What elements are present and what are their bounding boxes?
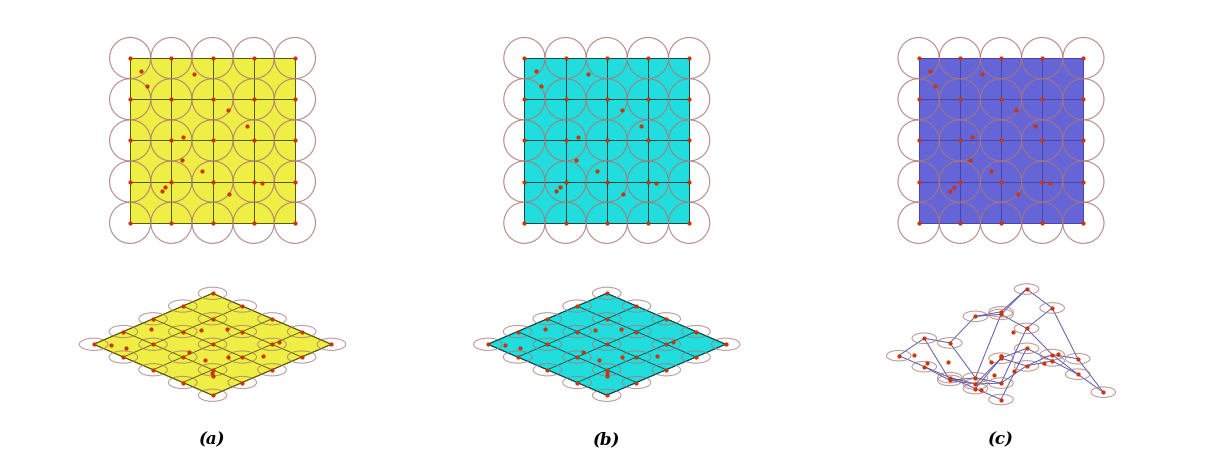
Bar bbox=[525, 58, 689, 223]
Text: (c): (c) bbox=[988, 431, 1014, 448]
Text: (a): (a) bbox=[200, 431, 225, 448]
Polygon shape bbox=[488, 294, 726, 395]
Polygon shape bbox=[94, 294, 331, 395]
Bar bbox=[919, 58, 1083, 223]
Bar bbox=[919, 58, 1083, 223]
Text: (b): (b) bbox=[593, 431, 621, 448]
Bar bbox=[131, 58, 294, 223]
